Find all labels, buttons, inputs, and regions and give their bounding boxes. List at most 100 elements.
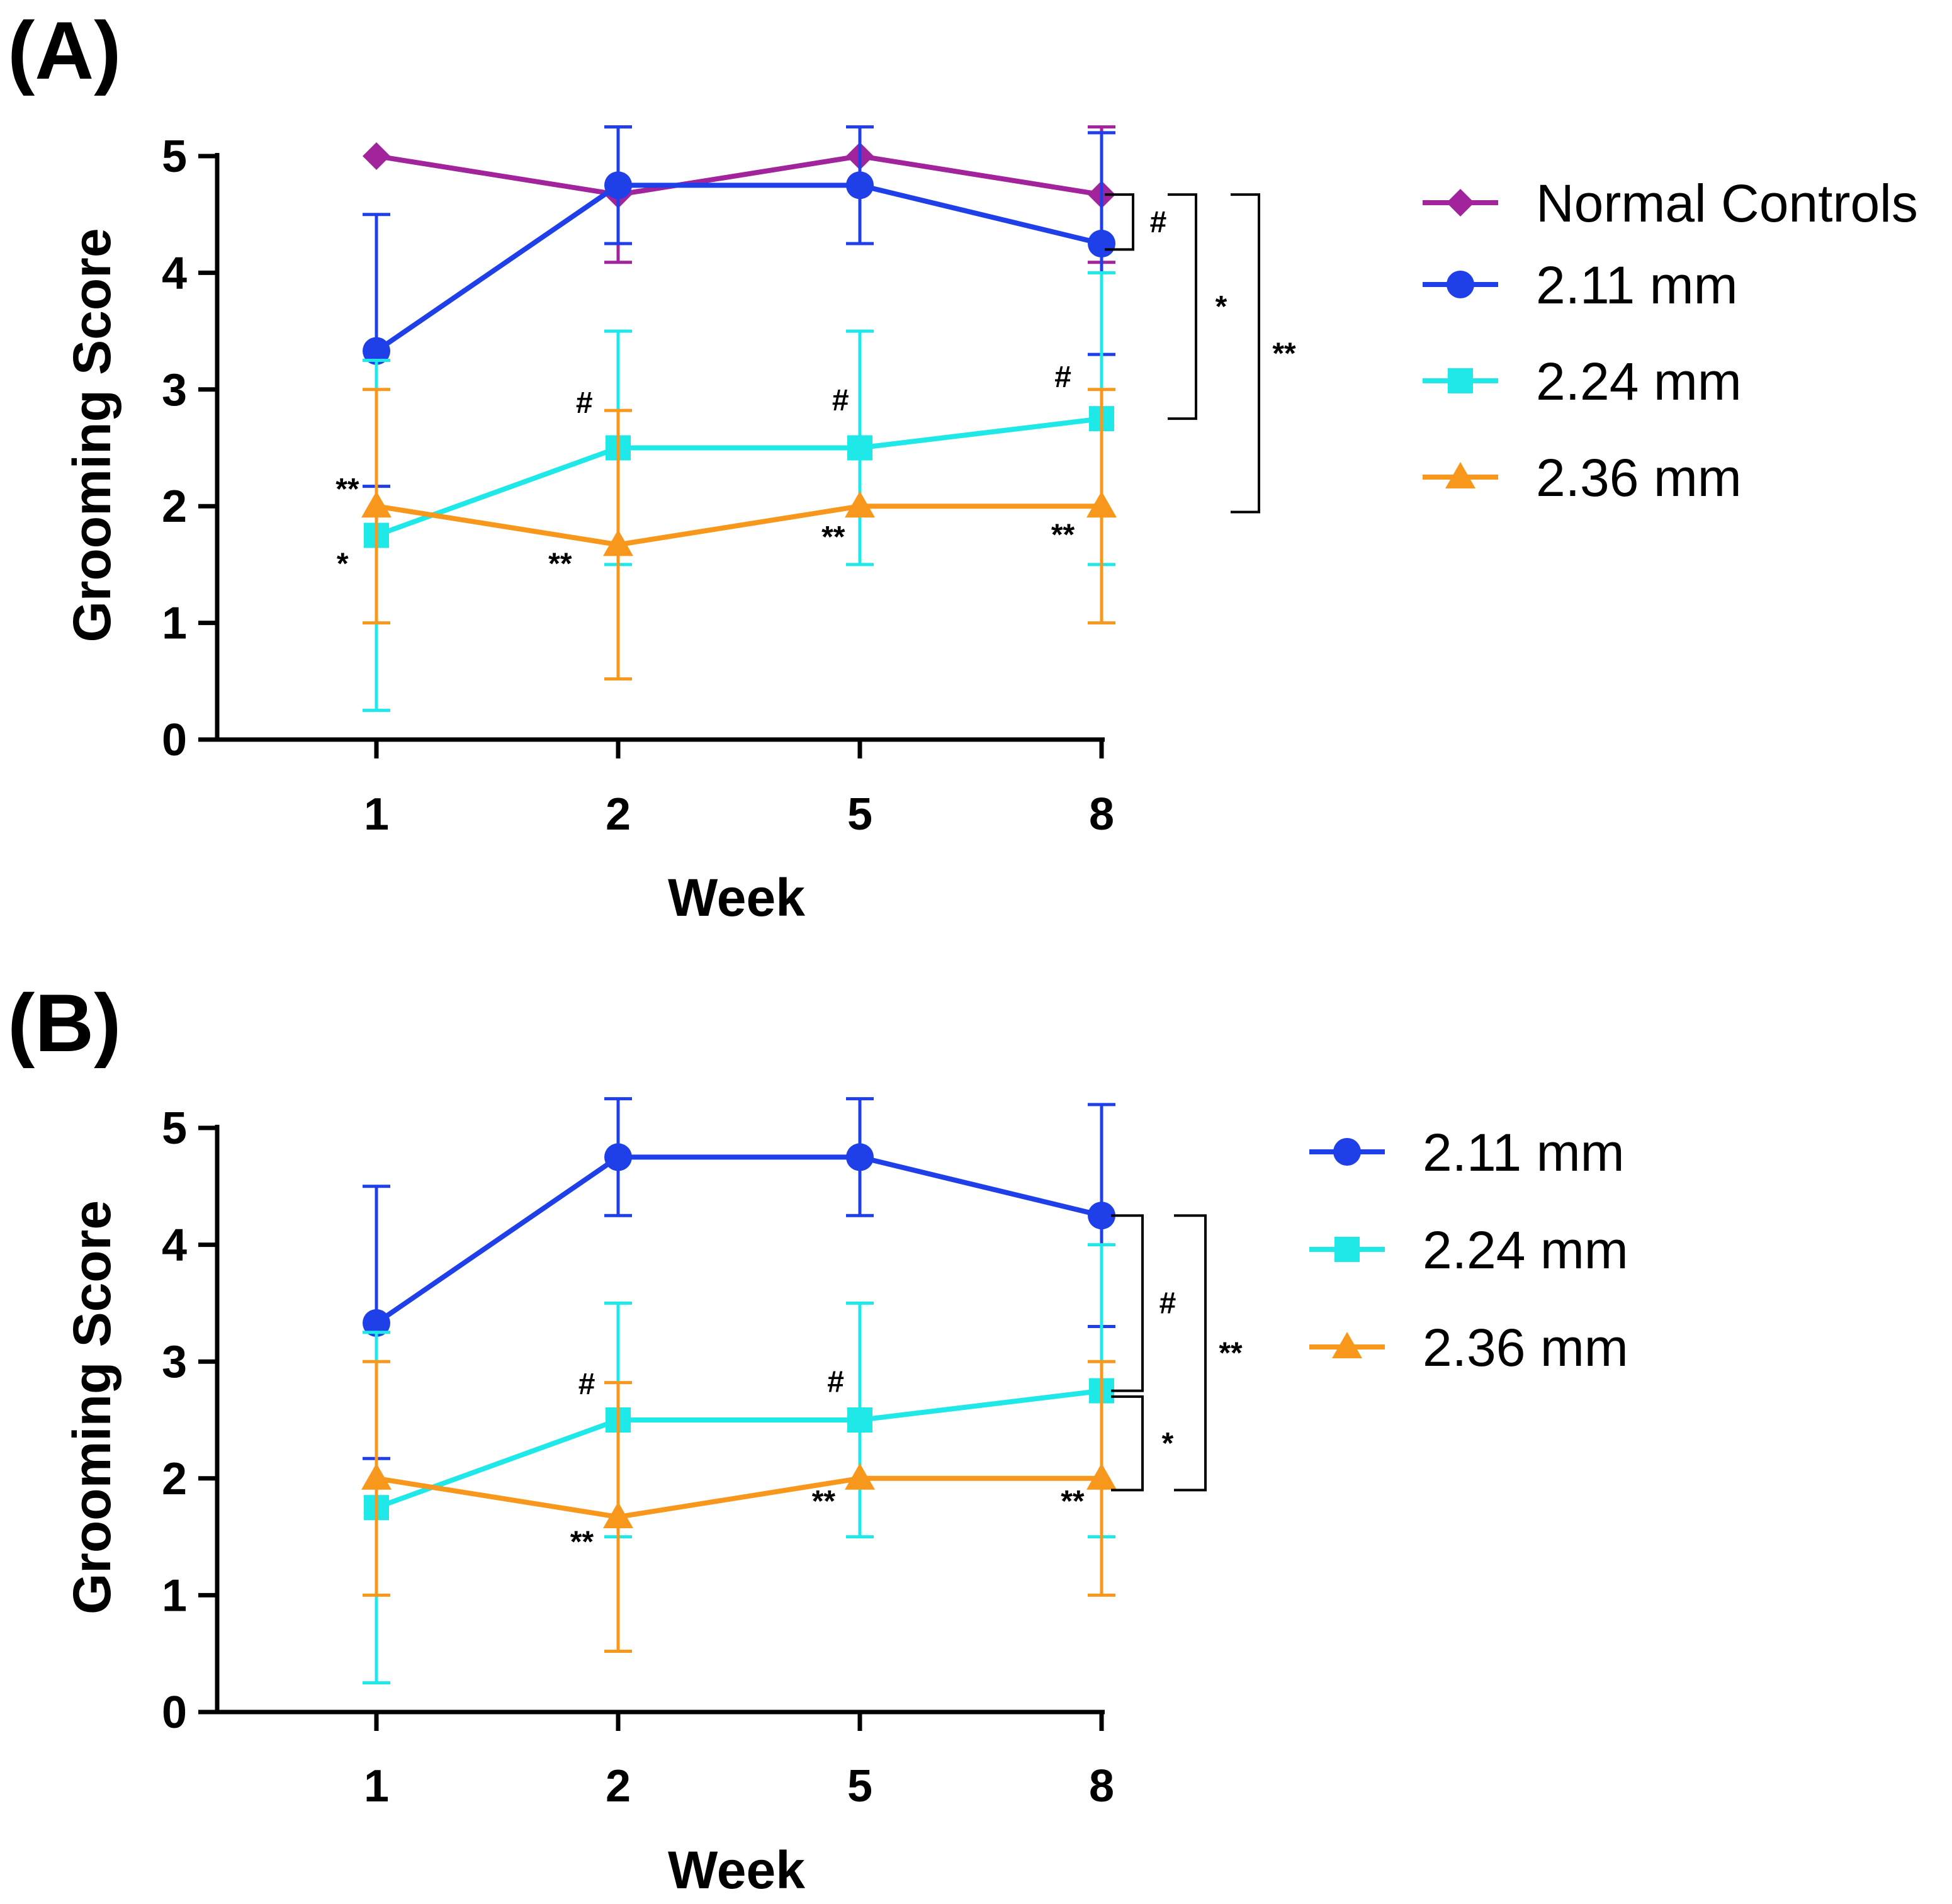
legend-marker-diamond xyxy=(1447,189,1474,217)
x-tick-label: 1 xyxy=(364,1761,389,1811)
significance-mark: # xyxy=(832,384,849,417)
y-tick-label: 1 xyxy=(162,599,187,649)
x-tick-label: 2 xyxy=(606,1761,631,1811)
bracket-label: * xyxy=(1162,1427,1174,1460)
data-point-triangle xyxy=(1086,491,1117,518)
data-point-circle xyxy=(1088,1202,1115,1230)
panel-label: (B) xyxy=(8,977,121,1069)
significance-mark: ** xyxy=(570,1526,594,1559)
significance-mark: ** xyxy=(548,548,572,581)
significance-bracket: * xyxy=(1168,193,1227,420)
series-2-11-mm xyxy=(363,1097,1115,1460)
panel-label: (A) xyxy=(8,4,121,96)
y-axis-title: Grooming Score xyxy=(62,1200,121,1614)
bracket-label: # xyxy=(1159,1287,1176,1320)
data-point-triangle xyxy=(1086,1463,1117,1490)
legend-marker-triangle xyxy=(1332,1332,1362,1358)
significance-mark: # xyxy=(827,1365,844,1399)
legend-marker-triangle xyxy=(1445,462,1475,488)
series-line xyxy=(376,504,1102,548)
chart-panel-a: (A) 0 1 2 3 4 5 1 2 5 8 Week Grooming Score Normal Co… xyxy=(8,4,1918,927)
x-axis-title: Week xyxy=(668,1840,805,1900)
data-point-circle xyxy=(846,171,874,200)
series-2-36-mm xyxy=(361,1360,1117,1653)
data-point-triangle xyxy=(603,529,633,556)
data-point-triangle xyxy=(603,1502,633,1529)
data-point-circle xyxy=(604,1143,632,1171)
x-axis-title: Week xyxy=(668,868,805,927)
legend-label: 2.24 mm xyxy=(1536,352,1742,411)
y-tick-label: 2 xyxy=(162,482,187,532)
legend-entry: 2.24 mm xyxy=(1309,1220,1628,1280)
bracket-line xyxy=(1168,193,1197,420)
series-line xyxy=(375,1154,1102,1326)
significance-mark: ** xyxy=(336,473,359,506)
series-2-24-mm xyxy=(363,271,1115,713)
y-axis-title: Grooming Score xyxy=(62,228,121,642)
data-point-square xyxy=(847,1407,872,1433)
significance-bracket: ** xyxy=(1231,193,1296,514)
legend-label: 2.24 mm xyxy=(1423,1220,1628,1280)
y-tick-label: 4 xyxy=(162,248,187,298)
series-line xyxy=(375,416,1102,538)
legend-entry: Normal Controls xyxy=(1423,174,1918,233)
data-point-circle xyxy=(363,337,390,365)
legend-label: 2.36 mm xyxy=(1423,1318,1628,1377)
legend-label: Normal Controls xyxy=(1536,174,1918,233)
bracket-label: * xyxy=(1216,290,1227,324)
significance-mark: # xyxy=(578,1368,595,1401)
series-2-24-mm xyxy=(363,1243,1115,1685)
significance-mark: ** xyxy=(1061,1485,1085,1518)
significance-mark: # xyxy=(1054,361,1071,394)
x-tick-label: 1 xyxy=(364,789,389,840)
legend-entry: 2.11 mm xyxy=(1309,1123,1625,1182)
significance-mark: ** xyxy=(812,1485,836,1518)
significance-mark: # xyxy=(576,386,593,420)
significance-bracket: # xyxy=(1111,1214,1176,1392)
legend-marker-square xyxy=(1448,368,1473,393)
chart-panel-b: (B) 0 1 2 3 4 5 1 2 5 8 Week Grooming Score 2.11 mm 2.… xyxy=(8,977,1628,1900)
y-tick-label: 0 xyxy=(162,715,187,765)
bracket-label: ** xyxy=(1219,1336,1243,1370)
legend-entry: 2.24 mm xyxy=(1423,352,1742,411)
legend-marker-circle xyxy=(1447,271,1474,298)
x-tick-label: 8 xyxy=(1089,789,1114,840)
series-line xyxy=(376,154,1102,198)
y-tick-label: 3 xyxy=(162,365,187,415)
series-line xyxy=(375,1388,1102,1510)
y-tick-label: 4 xyxy=(162,1220,187,1271)
data-point-circle xyxy=(1088,230,1115,258)
legend-marker-circle xyxy=(1333,1138,1361,1166)
data-point-circle xyxy=(604,171,632,200)
bracket-line xyxy=(1105,193,1134,251)
bracket-line xyxy=(1111,1395,1144,1492)
y-tick-label: 3 xyxy=(162,1337,187,1387)
significance-bracket: ** xyxy=(1174,1214,1243,1492)
data-point-triangle xyxy=(845,1463,875,1490)
y-tick-label: 5 xyxy=(162,1103,187,1154)
y-tick-label: 5 xyxy=(162,132,187,182)
significance-mark: * xyxy=(337,548,349,581)
x-tick-label: 5 xyxy=(847,1761,872,1811)
x-tick-label: 5 xyxy=(847,789,872,840)
significance-mark: ** xyxy=(1051,518,1075,551)
data-point-circle xyxy=(846,1143,874,1171)
series-line xyxy=(375,183,1102,353)
series-normal-controls xyxy=(363,125,1115,264)
significance-bracket: * xyxy=(1111,1395,1174,1492)
legend-entry: 2.11 mm xyxy=(1423,256,1738,315)
data-point-triangle xyxy=(361,491,392,518)
series-line xyxy=(376,1475,1102,1520)
x-tick-label: 2 xyxy=(606,789,631,840)
significance-mark: ** xyxy=(821,521,845,554)
data-point-circle xyxy=(363,1309,390,1337)
legend-label: 2.11 mm xyxy=(1536,256,1738,315)
y-tick-label: 0 xyxy=(162,1687,187,1738)
series-2-36-mm xyxy=(361,388,1117,681)
bracket-line xyxy=(1111,1214,1144,1392)
legend-entry: 2.36 mm xyxy=(1309,1318,1628,1377)
data-point-triangle xyxy=(361,1463,392,1490)
data-point-diamond xyxy=(363,142,390,170)
data-point-square xyxy=(847,435,872,461)
